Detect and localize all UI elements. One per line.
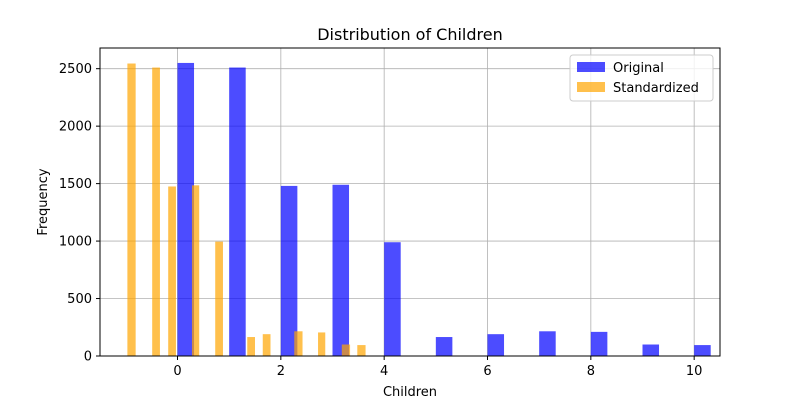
- bar-original: [694, 345, 711, 356]
- chart-title: Distribution of Children: [317, 25, 503, 44]
- x-tick-label: 8: [587, 364, 595, 379]
- bar-original: [280, 185, 298, 356]
- x-tick-label: 2: [277, 364, 285, 379]
- bar-standardized: [127, 63, 136, 357]
- plot-area-frame: [99, 47, 721, 357]
- bar-standardized: [262, 334, 271, 356]
- x-tick-label: 4: [380, 364, 388, 379]
- x-tick-label: 0: [173, 364, 181, 379]
- bar-original: [590, 331, 608, 356]
- bars: [127, 62, 711, 357]
- bar-standardized: [215, 241, 223, 356]
- legend-box: [569, 54, 714, 102]
- bar-standardized: [168, 186, 176, 356]
- y-tick-label: 0: [84, 350, 92, 365]
- y-axis-label: Frequency: [36, 168, 51, 235]
- legend-label-original: Original: [613, 61, 664, 76]
- x-axis-label: Children: [383, 385, 437, 400]
- y-axis-ticks: 0 500 1000 1500 2000 2500: [59, 62, 100, 365]
- x-tick-label: 6: [483, 364, 491, 379]
- legend-label-standardized: Standardized: [613, 81, 699, 96]
- bar-original: [435, 337, 453, 356]
- bar-original: [229, 67, 246, 356]
- bar-standardized: [247, 337, 255, 356]
- bar-original: [332, 184, 350, 356]
- bar-original: [539, 331, 556, 356]
- y-tick-label: 1500: [59, 177, 92, 192]
- bar-original: [177, 62, 195, 356]
- legend-swatch-standardized: [577, 82, 605, 92]
- x-axis-ticks: 0 2 4 6 8 10: [173, 356, 702, 379]
- bar-standardized: [341, 344, 351, 356]
- bar-standardized: [294, 331, 303, 356]
- bar-original: [642, 344, 660, 356]
- x-tick-label: 10: [686, 364, 703, 379]
- bar-standardized: [152, 67, 160, 356]
- legend: Original Standardized: [569, 54, 714, 102]
- y-tick-label: 2000: [59, 120, 92, 135]
- bar-standardized: [318, 332, 326, 356]
- y-tick-label: 2500: [59, 62, 92, 77]
- bar-original: [487, 334, 505, 356]
- legend-swatch-original: [577, 62, 605, 72]
- bar-original: [384, 242, 401, 356]
- bar-standardized: [191, 185, 200, 356]
- y-tick-label: 1000: [59, 235, 92, 250]
- y-tick-label: 500: [67, 292, 92, 307]
- bar-standardized: [357, 345, 366, 356]
